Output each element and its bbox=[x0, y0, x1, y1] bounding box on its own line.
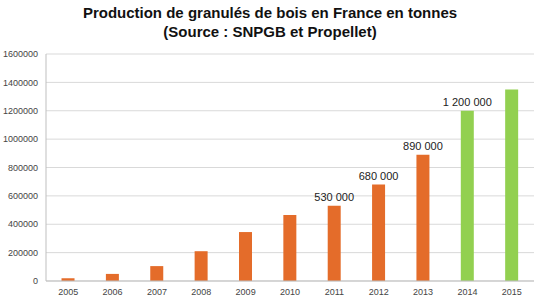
svg-text:1400000: 1400000 bbox=[8, 78, 38, 88]
svg-text:2006: 2006 bbox=[103, 287, 123, 297]
svg-text:530 000: 530 000 bbox=[314, 191, 354, 203]
svg-text:1000000: 1000000 bbox=[8, 134, 38, 144]
svg-text:2010: 2010 bbox=[280, 287, 300, 297]
svg-text:800000: 800000 bbox=[8, 163, 38, 173]
svg-text:2014: 2014 bbox=[457, 287, 477, 297]
html-text:Production de granulés de bois: Production de granulés de bois en France… bbox=[82, 4, 458, 21]
svg-text:400000: 400000 bbox=[8, 219, 38, 229]
svg-text:2013: 2013 bbox=[413, 287, 433, 297]
svg-text:2012: 2012 bbox=[369, 287, 389, 297]
svg-text:2009: 2009 bbox=[236, 287, 256, 297]
svg-text:2015: 2015 bbox=[502, 287, 522, 297]
svg-text:2008: 2008 bbox=[191, 287, 211, 297]
svg-text:2007: 2007 bbox=[147, 287, 167, 297]
svg-text:680 000: 680 000 bbox=[359, 170, 399, 182]
svg-text:890 000: 890 000 bbox=[403, 140, 443, 152]
svg-text:1200000: 1200000 bbox=[8, 106, 38, 116]
html-text:(Source : SNPGB et Propellet): (Source : SNPGB et Propellet) bbox=[163, 23, 377, 40]
svg-text:1 200 000: 1 200 000 bbox=[443, 96, 492, 108]
svg-text:1600000: 1600000 bbox=[8, 49, 38, 59]
svg-text:2005: 2005 bbox=[58, 287, 78, 297]
svg-text:600000: 600000 bbox=[8, 191, 38, 201]
svg-text:200000: 200000 bbox=[8, 248, 38, 258]
svg-text:0: 0 bbox=[33, 276, 38, 286]
svg-text:2011: 2011 bbox=[325, 287, 344, 297]
